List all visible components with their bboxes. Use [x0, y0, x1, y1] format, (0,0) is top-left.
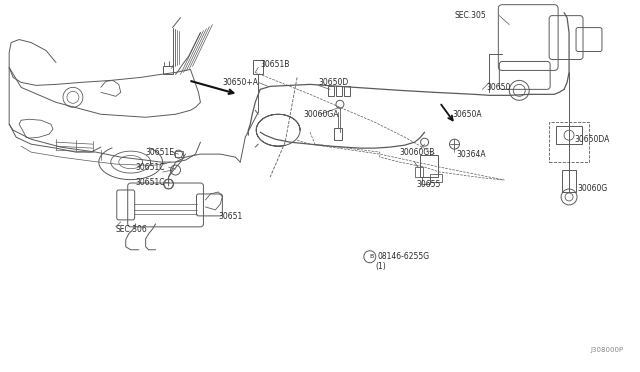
Bar — [420, 155, 438, 177]
Text: 30650+A: 30650+A — [222, 78, 259, 87]
Text: 30060G: 30060G — [577, 185, 607, 193]
Text: 08146-6255G: 08146-6255G — [378, 252, 430, 261]
Text: 30651B: 30651B — [260, 60, 289, 69]
Text: J308000P: J308000P — [591, 347, 624, 353]
Text: 30650: 30650 — [486, 83, 511, 92]
Text: 30650DA: 30650DA — [574, 135, 609, 144]
Bar — [415, 167, 422, 177]
Text: 30060GA: 30060GA — [303, 110, 339, 119]
Bar — [562, 170, 576, 192]
Bar — [344, 86, 350, 96]
Text: SEC.305: SEC.305 — [454, 11, 486, 20]
Bar — [328, 86, 334, 96]
Bar — [334, 128, 342, 140]
Text: 30650A: 30650A — [452, 110, 482, 119]
Text: 30651: 30651 — [218, 212, 243, 221]
Text: 30364A: 30364A — [456, 150, 486, 158]
Bar — [549, 122, 589, 162]
Text: 30655: 30655 — [417, 180, 441, 189]
Bar — [429, 174, 442, 182]
Bar — [253, 61, 263, 74]
Bar — [163, 67, 173, 74]
Text: (1): (1) — [376, 262, 386, 271]
Bar — [175, 151, 182, 157]
Bar — [556, 126, 582, 144]
Text: 30651C: 30651C — [136, 177, 165, 186]
Text: 30651C: 30651C — [136, 163, 165, 171]
Text: 30650D: 30650D — [318, 78, 348, 87]
Text: SEC.306: SEC.306 — [116, 225, 147, 234]
Text: 30060GB: 30060GB — [400, 148, 435, 157]
Bar — [336, 86, 342, 96]
Text: B: B — [370, 254, 374, 259]
Text: 30651E: 30651E — [146, 148, 175, 157]
